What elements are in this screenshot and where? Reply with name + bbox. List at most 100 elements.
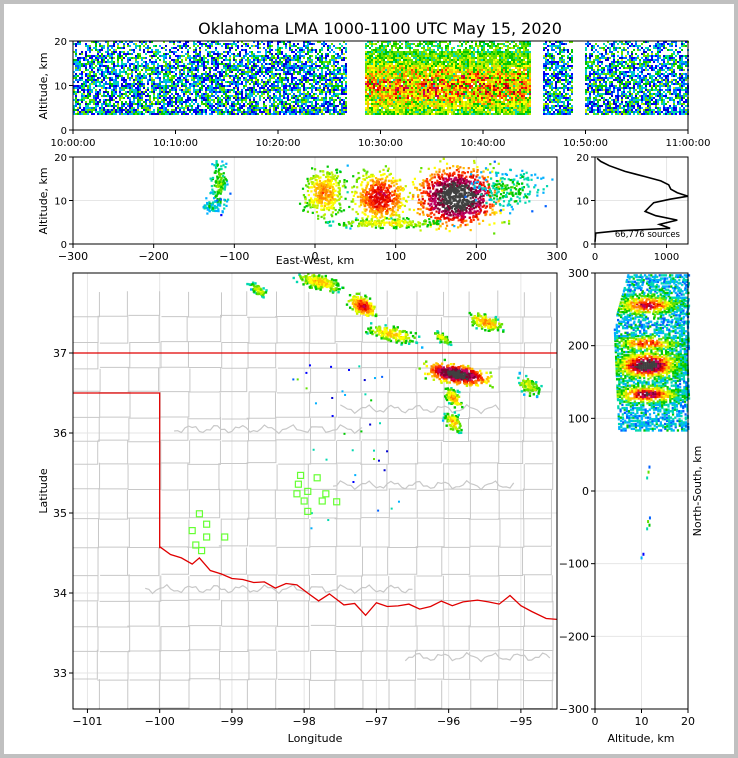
time-height-cell [427, 65, 429, 67]
time-height-cell [415, 73, 417, 75]
time-height-cell [263, 97, 265, 99]
time-height-cell [223, 113, 225, 115]
time-height-cell [315, 87, 317, 89]
time-height-cell [219, 109, 221, 111]
time-height-cell [211, 99, 213, 101]
time-height-cell [205, 93, 207, 95]
time-height-cell [397, 49, 399, 51]
time-height-cell [425, 81, 427, 83]
time-height-cell [269, 111, 271, 113]
time-height-cell [143, 49, 145, 51]
time-height-cell [261, 63, 263, 65]
time-height-cell [237, 53, 239, 55]
time-height-cell [155, 97, 157, 99]
time-height-cell [135, 77, 137, 79]
time-height-cell [209, 91, 211, 93]
time-height-cell [141, 43, 143, 45]
time-height-cell [103, 71, 105, 73]
time-height-cell [335, 105, 337, 107]
time-height-cell [163, 53, 165, 55]
time-height-cell [425, 109, 427, 111]
time-height-cell [253, 73, 255, 75]
time-height-cell [123, 65, 125, 67]
time-height-cell [155, 61, 157, 63]
time-height-cell [113, 79, 115, 81]
time-height-cell [331, 113, 333, 115]
time-height-cell [171, 93, 173, 95]
time-height-cell [117, 43, 119, 45]
time-height-cell [453, 79, 455, 81]
time-height-cell [147, 99, 149, 101]
time-height-cell [407, 61, 409, 63]
time-height-cell [329, 81, 331, 83]
time-height-cell [423, 49, 425, 51]
time-height-cell [311, 75, 313, 77]
time-height-cell [451, 47, 453, 49]
time-height-cell [273, 75, 275, 77]
time-height-cell [97, 103, 99, 105]
time-height-cell [373, 43, 375, 45]
time-height-cell [113, 83, 115, 85]
time-height-cell [423, 97, 425, 99]
time-height-cell [149, 77, 151, 79]
time-height-cell [295, 83, 297, 85]
time-height-cell [329, 103, 331, 105]
time-height-cell [389, 97, 391, 99]
time-height-cell [145, 63, 147, 65]
time-height-cell [113, 53, 115, 55]
time-height-cell [131, 69, 133, 71]
time-height-cell [311, 95, 313, 97]
time-height-cell [79, 99, 81, 101]
time-height-cell [331, 105, 333, 107]
time-height-cell [275, 89, 277, 91]
time-height-cell [145, 77, 147, 79]
time-height-cell [307, 87, 309, 89]
time-height-cell [429, 95, 431, 97]
time-height-cell [73, 91, 75, 93]
time-height-cell [421, 59, 423, 61]
time-height-cell [151, 105, 153, 107]
time-height-cell [451, 87, 453, 89]
time-height-cell [269, 71, 271, 73]
time-height-cell [399, 99, 401, 101]
time-height-cell [327, 103, 329, 105]
time-height-cell [409, 91, 411, 93]
time-height-cell [429, 55, 431, 57]
time-height-cell [395, 59, 397, 61]
time-height-cell [403, 95, 405, 97]
time-height-cell [89, 103, 91, 105]
time-height-cell [131, 109, 133, 111]
time-height-cell [161, 71, 163, 73]
time-height-cell [457, 77, 459, 79]
time-height-cell [121, 83, 123, 85]
time-height-cell [385, 113, 387, 115]
time-height-cell [393, 101, 395, 103]
time-height-cell [373, 53, 375, 55]
time-height-cell [397, 89, 399, 91]
time-height-cell [165, 53, 167, 55]
time-height-cell [169, 69, 171, 71]
time-height-cell [453, 47, 455, 49]
time-height-cell [431, 43, 433, 45]
time-height-cell [123, 45, 125, 47]
time-height-cell [165, 75, 167, 77]
time-height-cell [405, 97, 407, 99]
time-height-cell [405, 111, 407, 113]
time-height-cell [311, 47, 313, 49]
time-height-cell [389, 101, 391, 103]
time-height-cell [91, 113, 93, 115]
time-height-cell [161, 47, 163, 49]
time-height-cell [373, 83, 375, 85]
time-height-cell [417, 57, 419, 59]
time-height-cell [381, 87, 383, 89]
time-height-cell [201, 95, 203, 97]
time-height-cell [73, 111, 75, 113]
time-height-cell [417, 103, 419, 105]
time-height-cell [433, 59, 435, 61]
time-height-cell [341, 93, 343, 95]
time-height-cell [85, 67, 87, 69]
time-height-cell [191, 63, 193, 65]
time-height-cell [419, 83, 421, 85]
time-height-cell [111, 83, 113, 85]
time-height-cell [389, 111, 391, 113]
